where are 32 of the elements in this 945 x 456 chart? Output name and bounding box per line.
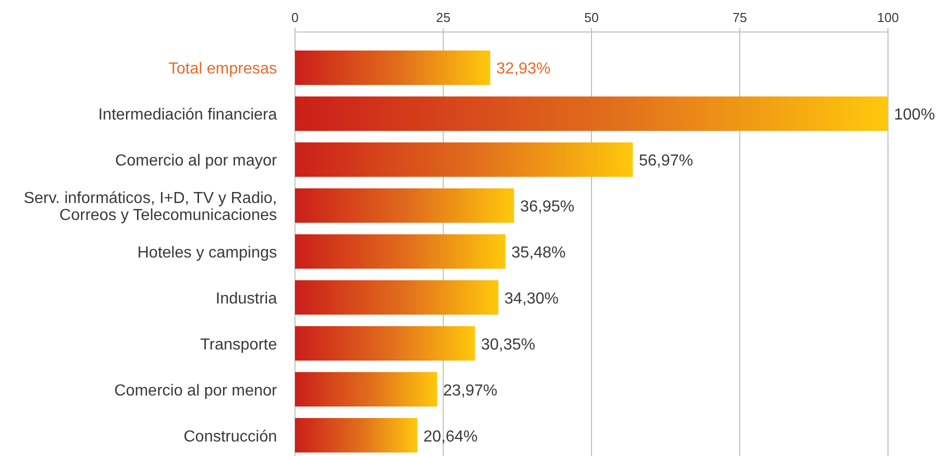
data-label: 32,93% bbox=[496, 60, 551, 78]
bar bbox=[295, 372, 438, 407]
y-tick-label: Comercio al por mayor bbox=[115, 152, 278, 170]
data-label: 20,64% bbox=[423, 428, 478, 446]
y-tick-label: Intermediación financiera bbox=[98, 106, 278, 124]
y-tick-label: Comercio al por menor bbox=[114, 382, 278, 400]
x-tick-label: 25 bbox=[436, 10, 450, 25]
data-label: 100% bbox=[894, 106, 935, 124]
data-label: 56,97% bbox=[638, 152, 694, 170]
y-tick-label: Industria bbox=[216, 290, 278, 308]
bar bbox=[295, 234, 506, 269]
data-label: 35,48% bbox=[511, 244, 566, 262]
y-tick-label: Serv. informáticos, I+D, TV y Radio, Correos y Telecomunicaciones bbox=[24, 190, 277, 224]
x-tick-label: 75 bbox=[732, 10, 747, 25]
y-tick-label: Hoteles y campings bbox=[137, 244, 277, 262]
y-tick-label: Total empresas bbox=[168, 60, 277, 78]
x-tick-label: 100 bbox=[877, 10, 899, 25]
data-label: 34,30% bbox=[504, 290, 559, 308]
y-tick-label: Construcción bbox=[184, 428, 277, 446]
x-tick-label: 0 bbox=[291, 10, 299, 25]
bar bbox=[295, 50, 490, 85]
y-tick-label: Transporte bbox=[200, 336, 278, 354]
data-label: 30,35% bbox=[480, 336, 536, 354]
data-label: 36,95% bbox=[520, 198, 574, 216]
bar bbox=[295, 280, 498, 315]
data-label: 23,97% bbox=[443, 382, 498, 400]
bar bbox=[295, 326, 475, 361]
bar bbox=[295, 188, 514, 223]
bar bbox=[295, 142, 633, 177]
x-tick-label: 50 bbox=[584, 10, 599, 25]
bar bbox=[295, 418, 418, 452]
bar bbox=[295, 96, 888, 131]
